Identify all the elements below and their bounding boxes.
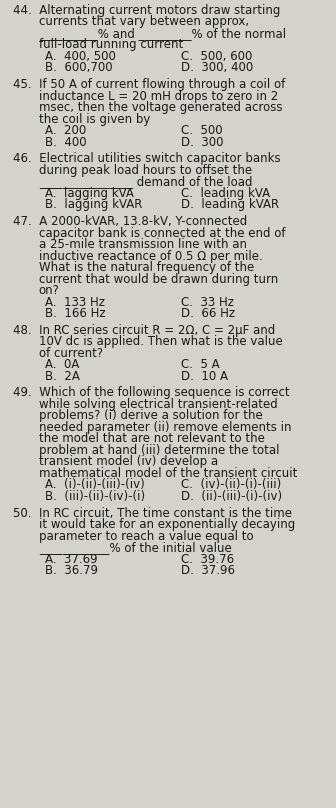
- Text: it would take for an exponentially decaying: it would take for an exponentially decay…: [39, 518, 295, 531]
- Text: inductive reactance of 0.5 Ω per mile.: inductive reactance of 0.5 Ω per mile.: [39, 250, 262, 263]
- Text: needed parameter (ii) remove elements in: needed parameter (ii) remove elements in: [39, 421, 291, 434]
- Text: ____________% of the initial value: ____________% of the initial value: [39, 541, 232, 554]
- Text: B.  2A: B. 2A: [45, 370, 80, 383]
- Text: of current?: of current?: [39, 347, 103, 360]
- Text: during peak load hours to offset the: during peak load hours to offset the: [39, 164, 252, 177]
- Text: B.  600,700: B. 600,700: [45, 61, 113, 74]
- Text: problems? (i) derive a solution for the: problems? (i) derive a solution for the: [39, 410, 262, 423]
- Text: 45.  If 50 A of current flowing through a coil of: 45. If 50 A of current flowing through a…: [13, 78, 285, 91]
- Text: D.  300: D. 300: [181, 136, 224, 149]
- Text: A.  200: A. 200: [45, 124, 87, 137]
- Text: ________________ demand of the load: ________________ demand of the load: [39, 175, 252, 188]
- Text: 46.  Electrical utilities switch capacitor banks: 46. Electrical utilities switch capacito…: [13, 153, 281, 166]
- Text: C.  5 A: C. 5 A: [181, 358, 220, 371]
- Text: A.  (i)-(ii)-(iii)-(iv): A. (i)-(ii)-(iii)-(iv): [45, 478, 145, 491]
- Text: C.  (iv)-(ii)-(i)-(iii): C. (iv)-(ii)-(i)-(iii): [181, 478, 282, 491]
- Text: B.  36.79: B. 36.79: [45, 564, 98, 577]
- Text: B.  (iii)-(ii)-(iv)-(i): B. (iii)-(ii)-(iv)-(i): [45, 490, 145, 503]
- Text: capacitor bank is connected at the end of: capacitor bank is connected at the end o…: [39, 226, 285, 239]
- Text: __________% and _________% of the normal: __________% and _________% of the normal: [39, 27, 286, 40]
- Text: while solving electrical transient-related: while solving electrical transient-relat…: [39, 398, 278, 411]
- Text: D.  (ii)-(iii)-(i)-(iv): D. (ii)-(iii)-(i)-(iv): [181, 490, 283, 503]
- Text: problem at hand (iii) determine the total: problem at hand (iii) determine the tota…: [39, 444, 279, 457]
- Text: inductance L = 20 mH drops to zero in 2: inductance L = 20 mH drops to zero in 2: [39, 90, 278, 103]
- Text: 47.  A 2000-kVAR, 13.8-kV, Y-connected: 47. A 2000-kVAR, 13.8-kV, Y-connected: [13, 215, 247, 228]
- Text: What is the natural frequency of the: What is the natural frequency of the: [39, 261, 254, 274]
- Text: A.  0A: A. 0A: [45, 358, 80, 371]
- Text: D.  66 Hz: D. 66 Hz: [181, 307, 236, 320]
- Text: A.  37.69: A. 37.69: [45, 553, 98, 566]
- Text: a 25-mile transmission line with an: a 25-mile transmission line with an: [39, 238, 247, 251]
- Text: B.  lagging kVAR: B. lagging kVAR: [45, 198, 143, 212]
- Text: transient model (iv) develop a: transient model (iv) develop a: [39, 456, 218, 469]
- Text: A.  400, 500: A. 400, 500: [45, 50, 116, 63]
- Text: 49.  Which of the following sequence is correct: 49. Which of the following sequence is c…: [13, 386, 289, 399]
- Text: C.  33 Hz: C. 33 Hz: [181, 296, 235, 309]
- Text: mathematical model of the transient circuit: mathematical model of the transient circ…: [39, 467, 297, 480]
- Text: D.  300, 400: D. 300, 400: [181, 61, 254, 74]
- Text: C.  leading kVA: C. leading kVA: [181, 187, 270, 200]
- Text: D.  leading kVAR: D. leading kVAR: [181, 198, 280, 212]
- Text: full-load running current: full-load running current: [39, 39, 183, 52]
- Text: the coil is given by: the coil is given by: [39, 112, 150, 126]
- Text: D.  37.96: D. 37.96: [181, 564, 236, 577]
- Text: current that would be drawn during turn: current that would be drawn during turn: [39, 272, 278, 285]
- Text: msec, then the voltage generated across: msec, then the voltage generated across: [39, 101, 282, 114]
- Text: 44.  Alternating current motors draw starting: 44. Alternating current motors draw star…: [13, 4, 280, 17]
- Text: parameter to reach a value equal to: parameter to reach a value equal to: [39, 529, 253, 542]
- Text: B.  166 Hz: B. 166 Hz: [45, 307, 106, 320]
- Text: the model that are not relevant to the: the model that are not relevant to the: [39, 432, 264, 445]
- Text: 48.  In RC series circuit R = 2Ω, C = 2μF and: 48. In RC series circuit R = 2Ω, C = 2μF…: [13, 324, 275, 337]
- Text: B.  400: B. 400: [45, 136, 87, 149]
- Text: 10V dc is applied. Then what is the value: 10V dc is applied. Then what is the valu…: [39, 335, 282, 348]
- Text: on?: on?: [39, 284, 59, 297]
- Text: C.  500: C. 500: [181, 124, 223, 137]
- Text: C.  39.76: C. 39.76: [181, 553, 235, 566]
- Text: currents that vary between approx,: currents that vary between approx,: [39, 15, 249, 28]
- Text: A.  lagging kVA: A. lagging kVA: [45, 187, 134, 200]
- Text: D.  10 A: D. 10 A: [181, 370, 228, 383]
- Text: 50.  In RC circuit, The time constant is the time: 50. In RC circuit, The time constant is …: [13, 507, 292, 520]
- Text: A.  133 Hz: A. 133 Hz: [45, 296, 106, 309]
- Text: C.  500, 600: C. 500, 600: [181, 50, 253, 63]
